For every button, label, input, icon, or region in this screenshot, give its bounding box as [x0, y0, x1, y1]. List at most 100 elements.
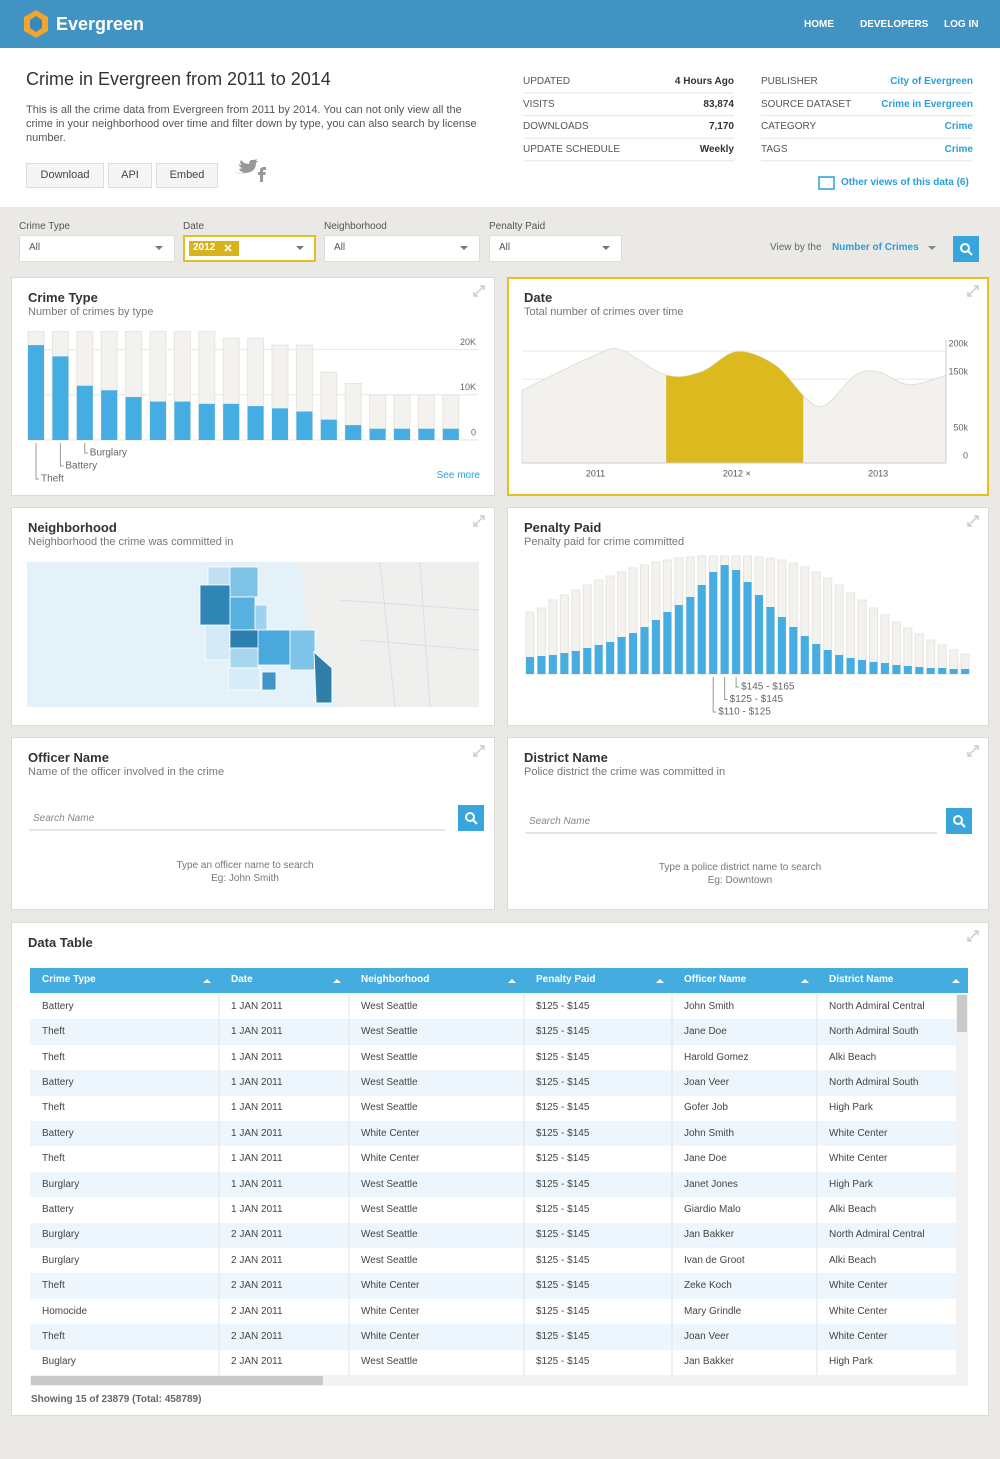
table-cell: High Park — [829, 1356, 873, 1368]
h-scroll-thumb[interactable] — [31, 1376, 323, 1385]
table-cell: White Center — [829, 1330, 888, 1342]
card-title: Crime Type — [28, 290, 98, 306]
column-header[interactable]: Penalty Paid — [536, 974, 596, 985]
table-cell: Jan Bakker — [684, 1356, 735, 1368]
filter-label: Date — [183, 221, 205, 232]
h-scrollbar — [30, 1375, 968, 1386]
zoom-in[interactable]: + — [43, 572, 51, 588]
table-cell: John Smith — [684, 1127, 735, 1139]
card-title: Neighborhood — [28, 520, 117, 536]
table-cell: West Seattle — [361, 1076, 418, 1088]
table-cell: White Center — [829, 1153, 888, 1165]
filter-select[interactable] — [183, 235, 316, 262]
v-scroll-thumb[interactable] — [957, 995, 967, 1032]
table-cell: 2 JAN 2011 — [231, 1330, 283, 1342]
meta-value[interactable]: Crime — [944, 143, 973, 155]
table-cell: $125 - $145 — [536, 1051, 590, 1063]
meta-value[interactable]: Crime — [944, 121, 973, 133]
table-cell: Jan Bakker — [684, 1229, 735, 1241]
search-button[interactable] — [953, 236, 979, 262]
table-row — [30, 1019, 956, 1045]
table-cell: 2 JAN 2011 — [231, 1356, 283, 1368]
filter-label: Crime Type — [19, 221, 70, 232]
table-cell: $125 - $145 — [536, 1305, 590, 1317]
table-row — [30, 1298, 956, 1325]
column-header[interactable]: Date — [231, 974, 253, 985]
table-cell: $125 - $145 — [536, 1000, 590, 1012]
dataset-title: Crime in Evergreen from 2011 to 2014 — [26, 69, 331, 90]
search-button[interactable] — [458, 805, 484, 831]
meta-label: SOURCE DATASET — [761, 98, 852, 110]
column-header[interactable]: Crime Type — [42, 974, 96, 985]
table-cell: White Center — [829, 1280, 888, 1292]
card-subtitle: Number of crimes by type — [28, 306, 154, 319]
table-cell: $125 - $145 — [536, 1102, 590, 1114]
meta-value[interactable]: Crime in Evergreen — [881, 98, 973, 110]
see-more[interactable]: See more — [436, 470, 480, 481]
table-cell: Burglary — [42, 1229, 80, 1241]
table-cell: West Seattle — [361, 1026, 418, 1038]
meta-value: 4 Hours Ago — [674, 76, 734, 87]
filter-select[interactable] — [19, 235, 175, 262]
filter-value: All — [499, 242, 511, 253]
meta-label: UPDATE SCHEDULE — [523, 143, 621, 155]
brand[interactable]: Evergreen — [56, 14, 145, 35]
search-example: Eg: John Smith — [211, 873, 279, 884]
table-cell: High Park — [829, 1102, 873, 1114]
meta-label: TAGS — [761, 143, 788, 155]
table-row — [30, 1248, 956, 1274]
table-cell: $125 - $145 — [536, 1203, 590, 1215]
nav-link[interactable]: HOME — [804, 19, 834, 30]
table-cell: 2 JAN 2011 — [231, 1280, 283, 1292]
table-cell: White Center — [361, 1305, 420, 1317]
table-cell: White Center — [829, 1127, 888, 1139]
search-button[interactable] — [946, 808, 972, 834]
card — [11, 737, 495, 910]
meta-value[interactable]: City of Evergreen — [890, 76, 973, 87]
table-cell: Gofer Job — [684, 1102, 728, 1114]
zoom-out[interactable]: − — [43, 593, 51, 609]
nav-link[interactable]: DEVELOPERS — [860, 19, 929, 30]
table-cell: West Seattle — [361, 1178, 418, 1190]
search-hint: Type an officer name to search — [176, 860, 314, 871]
column-header[interactable]: District Name — [829, 974, 894, 985]
table-cell: Theft — [42, 1280, 65, 1292]
table-cell: North Admiral South — [829, 1026, 919, 1038]
action-button[interactable]: API — [108, 163, 152, 188]
table-cell: Theft — [42, 1026, 65, 1038]
table-cell: Battery — [42, 1203, 74, 1215]
card — [507, 737, 989, 910]
nav-link[interactable]: LOG IN — [944, 19, 979, 30]
table-cell: 2 JAN 2011 — [231, 1305, 283, 1317]
action-button[interactable]: Download — [26, 163, 104, 188]
table-cell: White Center — [361, 1280, 420, 1292]
filter-select[interactable] — [324, 235, 480, 262]
table-cell: White Center — [829, 1305, 888, 1317]
column-header[interactable]: Officer Name — [684, 974, 747, 985]
table-cell: John Smith — [684, 1000, 735, 1012]
table-cell: West Seattle — [361, 1229, 418, 1241]
view-by-value[interactable]: Number of Crimes — [832, 242, 919, 253]
column-header[interactable]: Neighborhood — [361, 974, 430, 985]
table-cell: 2 JAN 2011 — [231, 1229, 283, 1241]
table-cell: Jane Doe — [684, 1026, 727, 1038]
table-cell: $125 - $145 — [536, 1127, 590, 1139]
table-cell: Battery — [42, 1000, 74, 1012]
action-button[interactable]: Embed — [156, 163, 218, 188]
table-cell: North Admiral Central — [829, 1000, 925, 1012]
table-cell: Mary Grindle — [684, 1305, 742, 1317]
table-cell: Janet Jones — [684, 1178, 738, 1190]
table-row — [30, 1349, 956, 1375]
filter-label: Neighborhood — [324, 221, 387, 232]
filter-select[interactable] — [489, 235, 622, 262]
dataset-description: This is all the crime data from Evergree… — [26, 104, 477, 144]
table-cell: 1 JAN 2011 — [231, 1102, 283, 1114]
search-placeholder[interactable]: Search Name — [33, 813, 95, 824]
card-subtitle: Total number of crimes over time — [524, 306, 684, 319]
table-cell: Harold Gomez — [684, 1051, 749, 1063]
table-cell: $125 - $145 — [536, 1178, 590, 1190]
other-views[interactable]: Other views of this data (6) — [841, 177, 969, 188]
table-cell: 1 JAN 2011 — [231, 1178, 283, 1190]
search-placeholder[interactable]: Search Name — [529, 816, 591, 827]
